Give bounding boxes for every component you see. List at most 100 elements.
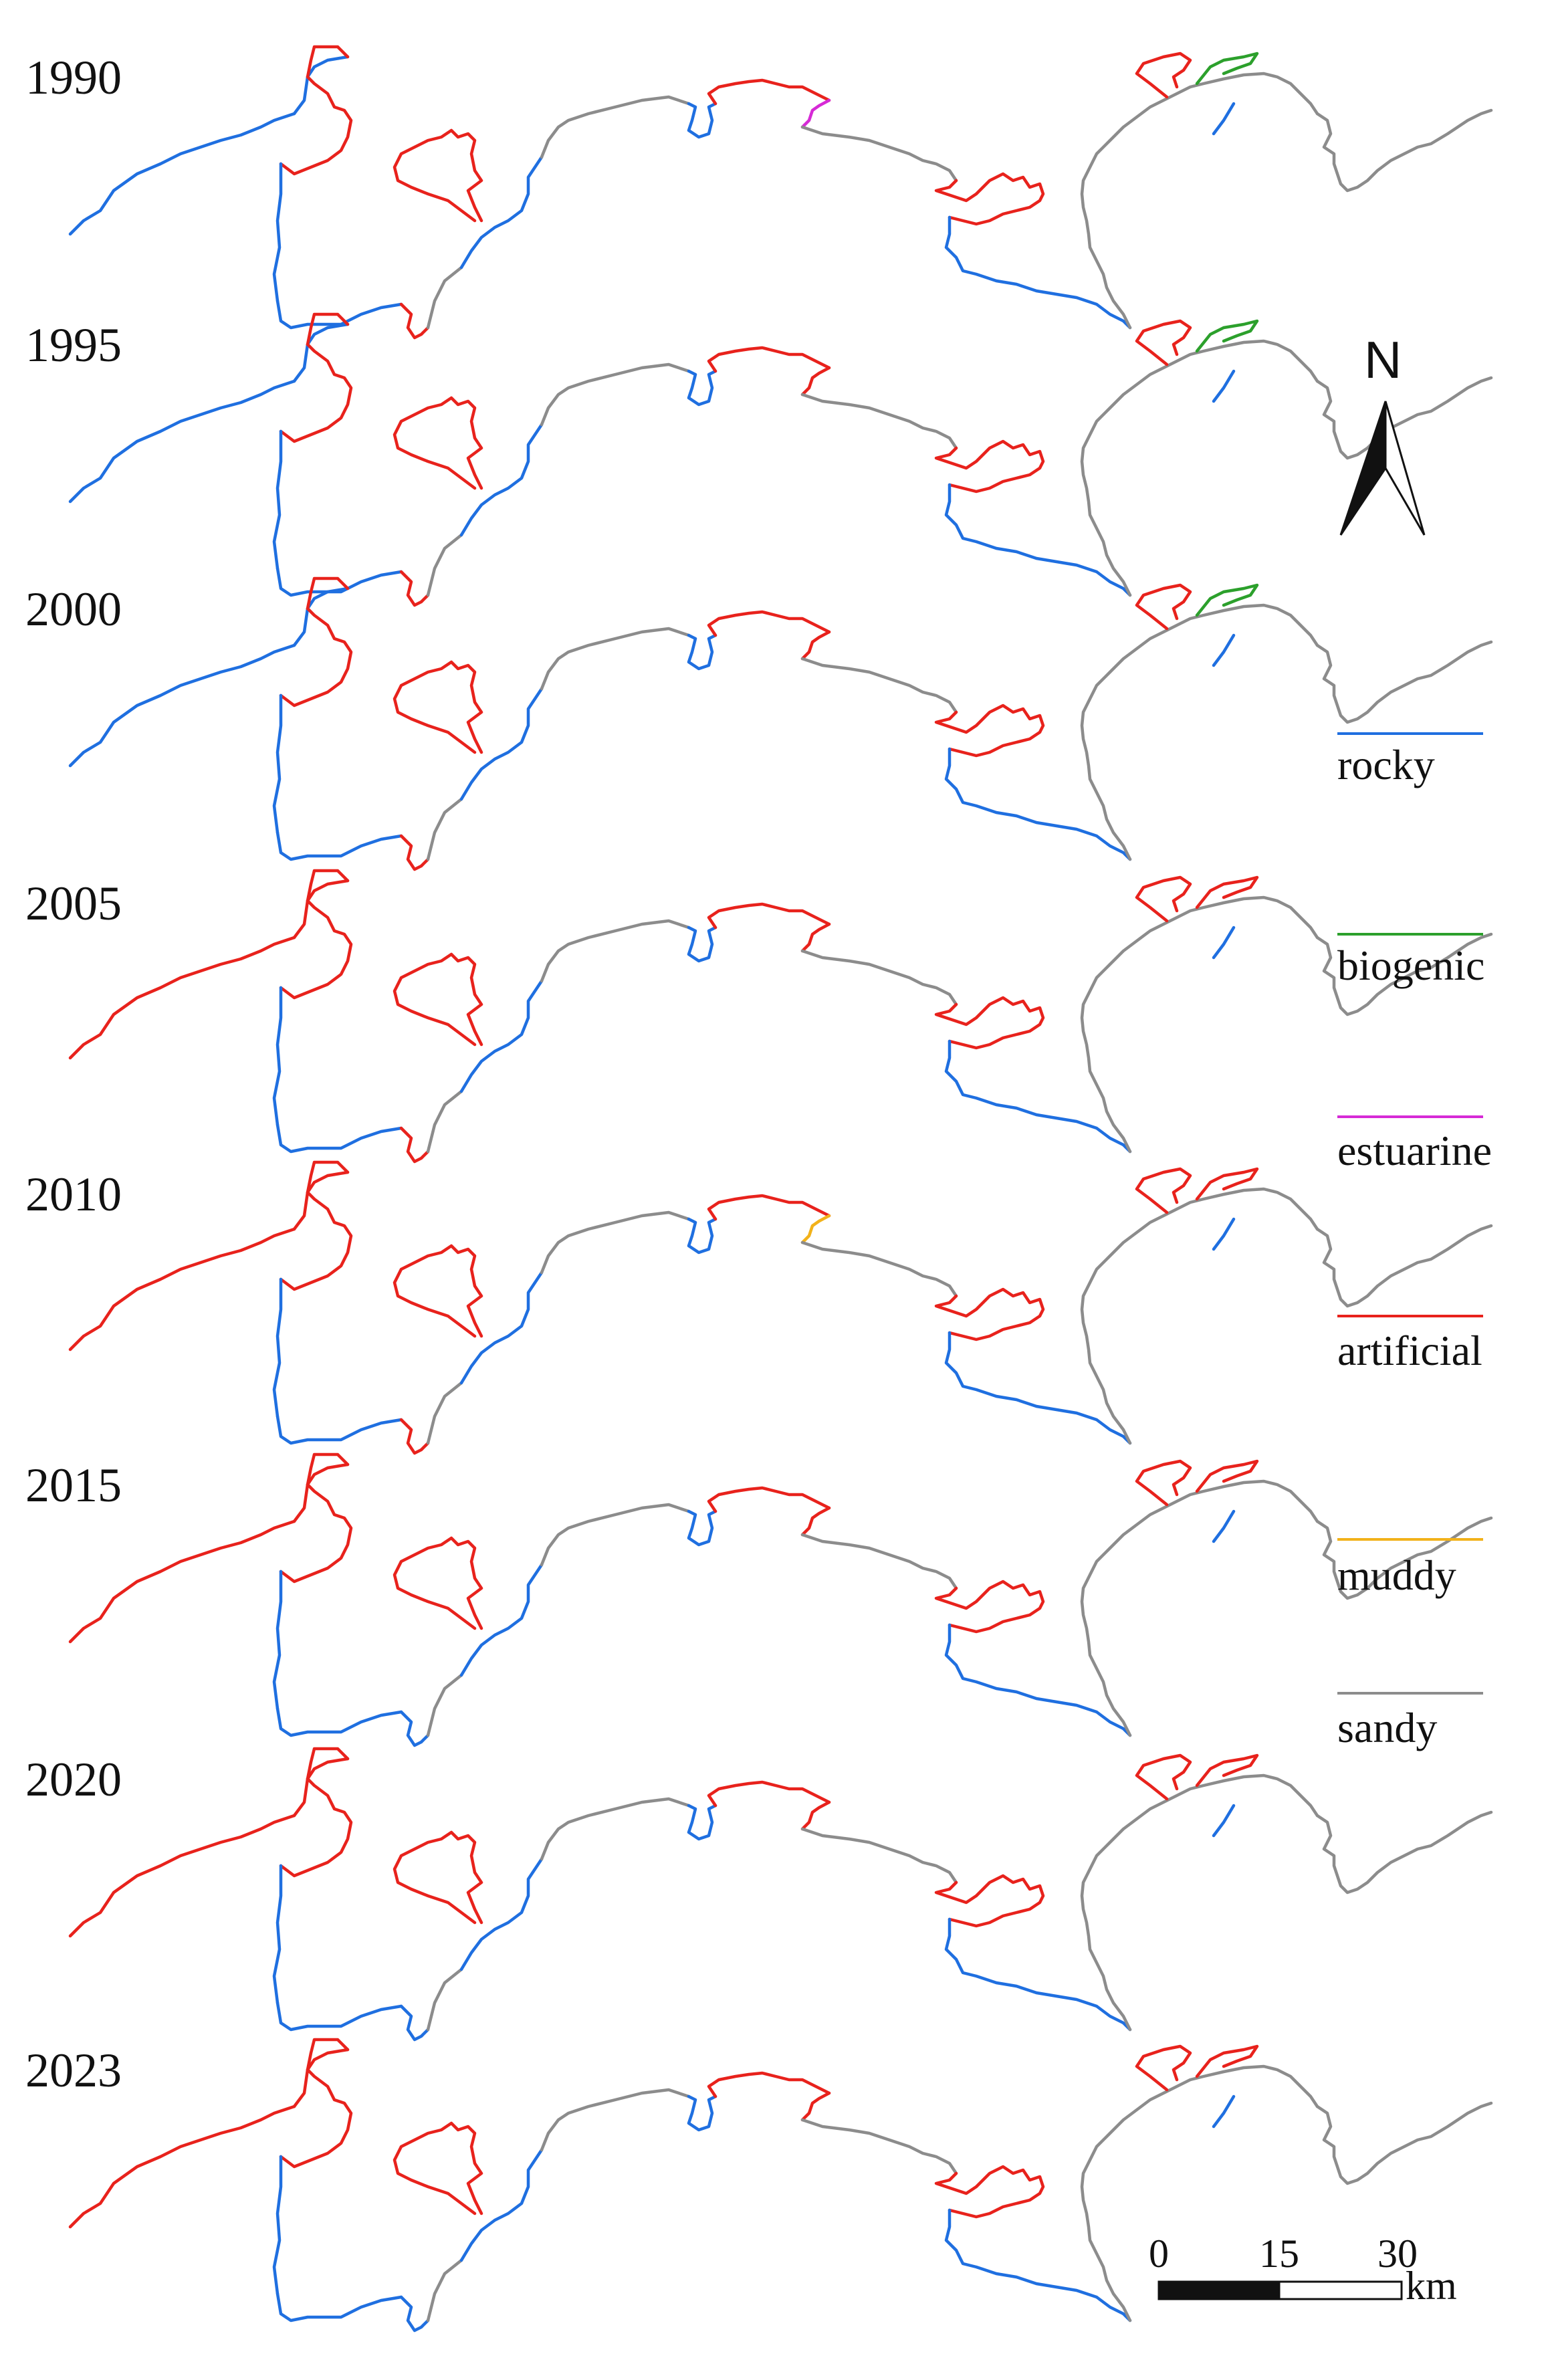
coastline-segment-l bbox=[944, 1917, 1132, 2032]
coastline-segment-hook-base bbox=[1212, 102, 1236, 136]
coastline-segment-c bbox=[272, 1277, 283, 1418]
coastline-segment-d bbox=[275, 1414, 403, 1445]
panel-year-label: 2010 bbox=[25, 1168, 122, 1221]
legend-label-rocky: rocky bbox=[1337, 741, 1435, 788]
coastline-segment-k bbox=[800, 1240, 958, 1298]
coastline-segment-e bbox=[399, 1126, 430, 1164]
coastline-segment-h bbox=[540, 1210, 691, 1275]
coastline-segment-j2 bbox=[800, 922, 831, 953]
coastline-segment-b bbox=[292, 1463, 350, 1523]
coastline-segment-d bbox=[275, 1707, 403, 1737]
coastline-segment-n bbox=[1315, 1516, 1493, 1600]
coastline-segment-c bbox=[272, 162, 283, 303]
coastline-segment-kb bbox=[934, 439, 1045, 494]
coastline-segment-a bbox=[68, 643, 296, 768]
panel-year-label: 2000 bbox=[25, 582, 122, 636]
coastline-segment-i bbox=[687, 926, 717, 963]
coastline-segment-mh bbox=[1135, 319, 1192, 366]
coastline-segment-f bbox=[426, 265, 463, 330]
coastline-segment-l bbox=[944, 483, 1132, 597]
coastline-segment-ms bbox=[1195, 875, 1259, 909]
coastline-segment-bl bbox=[393, 1244, 483, 1338]
coastline-segment-n bbox=[1315, 932, 1493, 1016]
coastline-segment-g bbox=[459, 1563, 544, 1677]
coastline-segment-g bbox=[459, 155, 544, 269]
coastline-segment-kb bbox=[934, 2165, 1045, 2219]
coastline-segment-bl bbox=[393, 396, 483, 490]
coastline-segment-pr bbox=[279, 1777, 353, 1878]
coastline-segment-c bbox=[272, 2155, 283, 2296]
coastline-segment-j2 bbox=[800, 366, 831, 397]
coastline-segment-pr bbox=[279, 1483, 353, 1584]
coastline-segment-l bbox=[944, 2208, 1132, 2322]
coastline-segment-a bbox=[68, 1814, 296, 1938]
coastline-segment-i bbox=[687, 369, 717, 407]
coastline-segment-bl bbox=[393, 1830, 483, 1925]
coastline-segment-n bbox=[1315, 1224, 1493, 1308]
coastline-segment-k bbox=[800, 1827, 958, 1884]
coastline-segment-kb bbox=[934, 1580, 1045, 1634]
coastline-segment-a bbox=[68, 1519, 296, 1644]
coastline-segment-e bbox=[399, 302, 430, 340]
coastline-segment-mh bbox=[1135, 2044, 1192, 2092]
coastline-segment-d bbox=[275, 566, 403, 597]
coastline-panel-2020 bbox=[68, 1747, 1493, 2042]
coastline-segment-pr bbox=[279, 75, 353, 176]
coastline-segment-j bbox=[707, 610, 831, 637]
coastline-segment-g bbox=[459, 687, 544, 801]
coastline-segment-bl bbox=[393, 128, 483, 223]
coastline-segment-kb bbox=[934, 172, 1045, 226]
coastline-segment-a bbox=[68, 936, 296, 1060]
coastline-segment-a bbox=[68, 379, 296, 504]
north-arrow-left-half bbox=[1339, 401, 1387, 536]
coastline-segment-b bbox=[292, 2048, 350, 2108]
coastline-segment-ms bbox=[1195, 1753, 1259, 1788]
coastline-segment-d bbox=[275, 831, 403, 861]
coastline-segment-g bbox=[459, 1857, 544, 1971]
coastline-segment-m bbox=[1080, 1479, 1319, 1737]
coastline-segment-bl bbox=[393, 952, 483, 1047]
coastline-segment-kb bbox=[934, 1874, 1045, 1928]
coastline-segment-c bbox=[272, 1864, 283, 2005]
north-arrow-right-half bbox=[1384, 401, 1426, 536]
coastline-segment-p1 bbox=[306, 1160, 350, 1194]
coastline-segment-kb bbox=[934, 996, 1045, 1050]
coastline-segment-p1 bbox=[306, 1452, 350, 1487]
coastline-segment-l bbox=[944, 747, 1132, 861]
coastline-segment-k bbox=[800, 125, 958, 183]
panel-year-label: 2020 bbox=[25, 1753, 122, 1806]
coastline-segment-e bbox=[399, 834, 430, 871]
coastline-segment-j bbox=[707, 902, 831, 930]
coastline-segment-ms bbox=[1195, 2044, 1259, 2078]
coastline-panel-1995 bbox=[68, 312, 1493, 607]
coastline-segment-i bbox=[687, 1217, 717, 1255]
coastline-segment-n bbox=[1315, 640, 1493, 724]
coastline-panel-2023 bbox=[68, 2038, 1493, 2333]
coastline-segment-j bbox=[707, 346, 831, 373]
coastline-segment-d bbox=[275, 1123, 403, 1154]
coastline-segment-j2 bbox=[800, 630, 831, 661]
scale-bar: 0 15 30 km bbox=[1149, 2232, 1457, 2308]
coastline-segment-pr bbox=[279, 2068, 353, 2169]
coastline-segment-b bbox=[292, 1170, 350, 1231]
coastline-segment-n bbox=[1315, 1810, 1493, 1895]
coastline-segment-f bbox=[426, 533, 463, 597]
coastline-segment-m bbox=[1080, 1773, 1319, 2032]
coastline-segment-k bbox=[800, 2118, 958, 2175]
north-arrow-label: N bbox=[1364, 330, 1402, 389]
coastline-segment-j2 bbox=[800, 1506, 831, 1537]
coastline-segment-i bbox=[687, 102, 717, 139]
coastline-segment-f bbox=[426, 1967, 463, 2032]
coastline-segment-f bbox=[426, 1673, 463, 1737]
coastline-segment-b bbox=[292, 586, 350, 647]
coastline-segment-i bbox=[687, 633, 717, 671]
coastline-segment-c bbox=[272, 1570, 283, 1711]
coastline-segment-m bbox=[1080, 1187, 1319, 1445]
coastline-segment-n bbox=[1315, 376, 1493, 460]
coastline-segment-f bbox=[426, 1089, 463, 1154]
coastline-segment-j bbox=[707, 78, 831, 106]
coastline-segment-d bbox=[275, 2292, 403, 2322]
legend-label-biogenic: biogenic bbox=[1337, 942, 1484, 989]
north-arrow: N bbox=[1339, 330, 1426, 536]
coastline-segment-b bbox=[292, 879, 350, 940]
